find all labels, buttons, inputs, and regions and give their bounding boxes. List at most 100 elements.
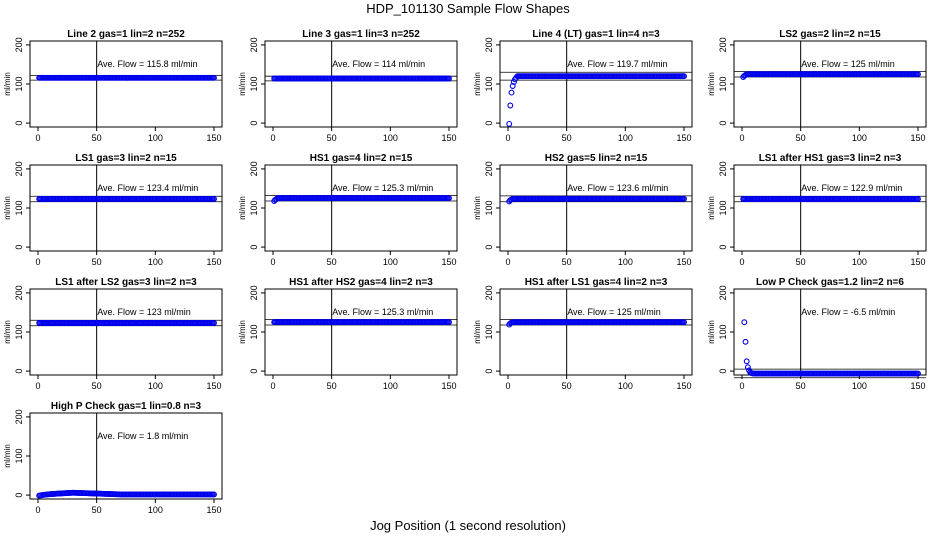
data-point	[211, 320, 217, 326]
x-tick-label: 150	[910, 133, 925, 143]
y-tick-label: 100	[249, 324, 259, 339]
data-point	[744, 364, 751, 371]
x-tick-label: 150	[441, 133, 456, 143]
x-tick-label: 0	[35, 133, 40, 143]
avg-flow-label: Ave. Flow = 125 ml/min	[801, 59, 895, 69]
x-tick-label: 100	[852, 257, 867, 267]
plot-frame	[29, 412, 223, 500]
x-tick-label: 100	[383, 133, 398, 143]
y-tick-label: 200	[484, 161, 494, 176]
data-point	[507, 102, 514, 109]
plot-frame	[733, 40, 927, 128]
y-tick-label: 100	[14, 200, 24, 215]
chart-panel-6: HS1 gas=4 lin=2 n=15 0 50 100 150 0 100 200 ml/m…	[238, 153, 458, 267]
chart-panel-3: Line 4 (LT) gas=1 lin=4 n=3 0 50 100 150 0 100…	[473, 29, 693, 143]
y-tick-label: 100	[249, 76, 259, 91]
data-point	[681, 73, 687, 80]
y-tick-label: 0	[484, 369, 494, 374]
x-tick-label: 100	[852, 381, 867, 391]
x-tick-label: 50	[796, 257, 806, 267]
chart-title: HS1 gas=4 lin=2 n=15	[310, 153, 413, 164]
chart-panel-5: LS1 gas=3 lin=2 n=15 0 50 100 150 0 100 200 ml/m…	[3, 153, 223, 267]
x-tick-label: 50	[796, 133, 806, 143]
chart-panel-10: HS1 after HS2 gas=4 lin=2 n=3 0 50 100 150 0 1…	[238, 277, 458, 391]
x-axis-title: Jog Position (1 second resolution)	[370, 518, 566, 533]
x-tick-label: 150	[676, 381, 691, 391]
y-tick-label: 200	[718, 285, 728, 300]
x-tick-label: 150	[206, 505, 221, 515]
x-tick-label: 50	[92, 257, 102, 267]
avg-flow-label: Ave. Flow = 125.3 ml/min	[332, 307, 433, 317]
y-tick-label: 0	[14, 121, 24, 126]
x-tick-label: 50	[796, 381, 806, 391]
y-tick-label: 0	[249, 121, 259, 126]
data-point	[446, 319, 452, 326]
y-axis-label: ml/min	[238, 72, 247, 96]
y-tick-label: 100	[249, 200, 259, 215]
x-tick-label: 0	[270, 257, 275, 267]
y-tick-label: 100	[718, 324, 728, 339]
y-tick-label: 0	[14, 245, 24, 250]
avg-flow-label: Ave. Flow = 119.7 ml/min	[567, 59, 667, 69]
plot-frame	[264, 164, 458, 252]
y-axis-label: ml/min	[3, 444, 12, 468]
avg-flow-label: Ave. Flow = 123.4 ml/min	[97, 183, 198, 193]
y-tick-label: 200	[14, 285, 24, 300]
chart-panel-1: Line 2 gas=1 lin=2 n=252 0 50 100 150 0 100 200…	[3, 29, 223, 143]
y-tick-label: 0	[14, 369, 24, 374]
y-axis-label: ml/min	[707, 196, 716, 220]
y-tick-label: 0	[14, 493, 24, 498]
x-tick-label: 150	[910, 381, 925, 391]
y-tick-label: 0	[484, 245, 494, 250]
y-axis-label: ml/min	[3, 72, 12, 96]
y-tick-label: 0	[718, 369, 728, 374]
plot-frame	[264, 288, 458, 376]
x-tick-label: 150	[910, 257, 925, 267]
x-tick-label: 0	[35, 257, 40, 267]
x-tick-label: 0	[505, 133, 510, 143]
chart-title: Line 2 gas=1 lin=2 n=252	[67, 29, 185, 40]
chart-panel-4: LS2 gas=2 lin=2 n=15 0 50 100 150 0 100 200 ml/m…	[707, 29, 927, 143]
chart-title: Low P Check gas=1.2 lin=2 n=6	[756, 277, 904, 288]
avg-flow-label: Ave. Flow = 125.3 ml/min	[332, 183, 433, 193]
avg-flow-label: Ave. Flow = -6.5 ml/min	[801, 307, 895, 317]
data-point	[446, 195, 452, 202]
y-tick-label: 200	[484, 285, 494, 300]
data-point	[211, 195, 217, 202]
y-tick-label: 100	[718, 76, 728, 91]
y-tick-label: 0	[484, 121, 494, 126]
data-point	[211, 74, 217, 81]
y-axis-label: ml/min	[238, 196, 247, 220]
x-tick-label: 150	[206, 257, 221, 267]
y-tick-label: 200	[718, 37, 728, 52]
data-point	[915, 196, 921, 202]
data-point	[741, 319, 748, 326]
y-axis-label: ml/min	[707, 72, 716, 96]
x-tick-label: 0	[739, 257, 744, 267]
x-tick-label: 150	[206, 381, 221, 391]
plot-frame	[29, 288, 223, 376]
avg-flow-label: Ave. Flow = 123.6 ml/min	[567, 183, 668, 193]
x-tick-label: 50	[327, 381, 337, 391]
data-point	[915, 71, 921, 78]
chart-panel-9: LS1 after LS2 gas=3 lin=2 n=3 0 50 100 150 0 1…	[3, 277, 223, 391]
plot-frame	[733, 288, 927, 376]
avg-flow-label: Ave. Flow = 123 ml/min	[97, 307, 191, 317]
y-axis-label: ml/min	[473, 72, 482, 96]
plot-frame	[499, 164, 693, 252]
y-tick-label: 200	[14, 37, 24, 52]
page-title: HDP_101130 Sample Flow Shapes	[366, 1, 570, 16]
y-tick-label: 200	[718, 161, 728, 176]
y-tick-label: 100	[14, 76, 24, 91]
chart-panel-8: LS1 after HS1 gas=3 lin=2 n=3 0 50 100 150 0 1…	[707, 153, 927, 267]
x-tick-label: 0	[35, 381, 40, 391]
x-tick-label: 100	[148, 381, 163, 391]
chart-title: HS1 after LS1 gas=4 lin=2 n=3	[525, 277, 668, 288]
x-tick-label: 0	[505, 381, 510, 391]
y-axis-label: ml/min	[3, 196, 12, 220]
avg-flow-label: Ave. Flow = 114 ml/min	[332, 59, 425, 69]
y-tick-label: 200	[249, 37, 259, 52]
y-tick-label: 100	[14, 448, 24, 463]
y-tick-label: 200	[14, 409, 24, 424]
